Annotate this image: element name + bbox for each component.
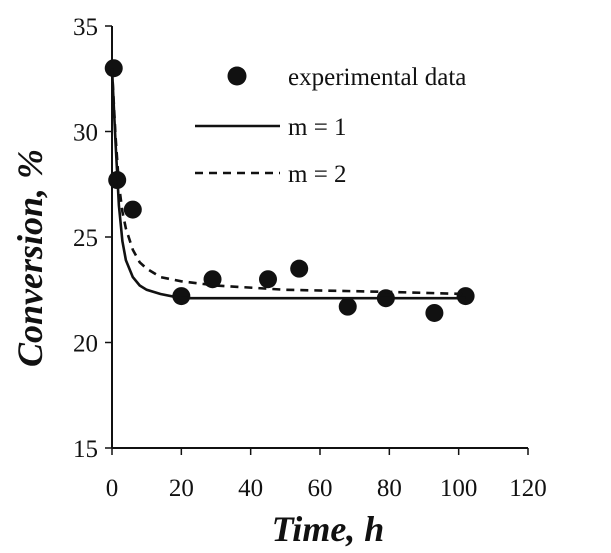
series-line-2 — [110, 68, 466, 300]
data-point — [425, 303, 444, 322]
x-tick-label: 80 — [377, 475, 402, 502]
y-axis-title: Conversion, % — [10, 149, 50, 367]
ticks-layer: 0 20 40 60 80 100 120 15 20 25 30 35 — [73, 14, 547, 502]
x-tick-label: 20 — [169, 475, 194, 502]
y-tick-label: 20 — [73, 331, 98, 358]
data-point — [123, 200, 142, 219]
y-tick-label: 25 — [73, 225, 98, 252]
legend-label: m = 1 — [288, 114, 347, 141]
data-point — [104, 59, 123, 78]
x-tick-label: 120 — [509, 475, 547, 502]
x-tick-label: 100 — [440, 475, 478, 502]
legend-label: m = 2 — [288, 161, 347, 188]
x-axis-title: Time, h — [272, 509, 385, 549]
legend: experimental data m = 1 m = 2 — [195, 64, 466, 188]
data-point — [456, 287, 475, 306]
data-point — [290, 259, 309, 278]
data-point — [338, 297, 357, 316]
data-point — [172, 287, 191, 306]
y-tick-label: 15 — [73, 436, 98, 463]
x-tick-label: 60 — [308, 475, 333, 502]
x-tick-label: 0 — [106, 475, 119, 502]
series-line-3 — [110, 68, 466, 296]
x-tick-label: 40 — [238, 475, 263, 502]
legend-marker-icon — [227, 66, 247, 86]
y-tick-label: 30 — [73, 120, 98, 147]
data-point — [259, 270, 277, 289]
legend-label: experimental data — [288, 64, 466, 91]
y-tick-label: 35 — [73, 14, 98, 41]
series-layer — [104, 59, 475, 322]
